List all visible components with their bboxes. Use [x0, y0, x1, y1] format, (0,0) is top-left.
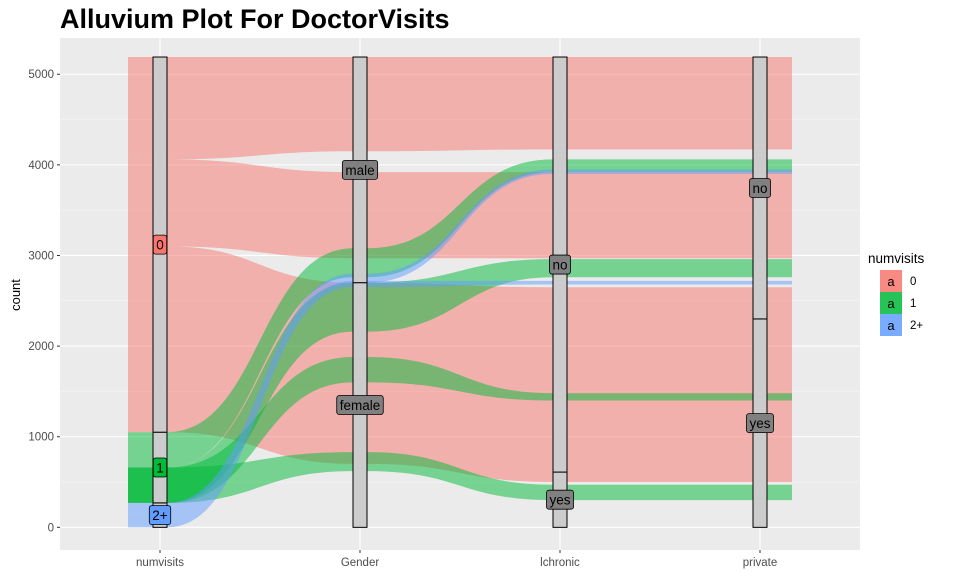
legend-key-glyph: a	[887, 296, 895, 311]
chart-title: Alluvium Plot For DoctorVisits	[60, 4, 450, 34]
stratum-label-lchronic-yes: yes	[546, 489, 574, 510]
stratum-label-box	[148, 505, 172, 526]
stratum-label-box	[746, 413, 774, 434]
stratum-label-box	[749, 178, 771, 198]
x-tick-label-private: private	[743, 557, 778, 569]
y-tick-label: 3000	[28, 250, 54, 262]
y-tick-label: 1000	[28, 432, 54, 444]
stratum-label-private-no: no	[749, 178, 771, 198]
stratum-labels: 2+ 1 0 female male yes no yes no	[148, 159, 774, 526]
stratum-label-box	[549, 254, 571, 275]
x-axis-ticks: numvisits Gender lchronic private	[136, 550, 777, 569]
y-tick-label: 0	[48, 522, 54, 534]
stratum-label-Gender-female: female	[336, 395, 384, 415]
flow-numvisits-1	[128, 159, 792, 468]
stratum-label-box	[546, 489, 574, 510]
y-tick-label: 4000	[28, 160, 54, 172]
flow-numvisits-0	[128, 57, 792, 160]
legend-key-glyph: a	[887, 318, 895, 333]
flow-numvisits-1	[128, 452, 792, 503]
legend-item-2+: a 2+	[880, 314, 923, 336]
flow-numvisits-1	[128, 356, 792, 503]
stratum-label-lchronic-no: no	[549, 254, 571, 275]
stratum-label-box	[152, 234, 168, 255]
stratum-label-Gender-male: male	[341, 159, 379, 180]
stratum-label-numvisits-0: 0	[152, 234, 168, 255]
legend-label: 2+	[910, 320, 923, 332]
y-tick-label: 2000	[28, 341, 54, 353]
stratum-label-numvisits-1: 1	[152, 457, 168, 478]
x-tick-label-lchronic: lchronic	[540, 557, 580, 569]
stratum-label-box	[341, 159, 379, 180]
stratum-label-text: 1	[156, 461, 164, 476]
legend-key	[880, 292, 902, 314]
y-axis-ticks: 0 1000 2000 3000 4000 5000	[28, 69, 60, 534]
legend: numvisits a 0a 1a 2+	[868, 251, 925, 336]
stratum-label-box	[152, 457, 168, 478]
stratum-label-text: 0	[156, 238, 164, 253]
y-tick-label: 5000	[28, 69, 54, 81]
legend-key-glyph: a	[887, 274, 895, 289]
flows	[128, 57, 792, 528]
legend-label: 0	[910, 276, 916, 288]
stratum-label-box	[336, 395, 384, 415]
stratum-label-text: yes	[549, 493, 570, 508]
stratum-label-private-yes: yes	[746, 413, 774, 434]
stratum-label-text: female	[340, 398, 381, 413]
legend-key	[880, 270, 902, 292]
legend-title: numvisits	[868, 251, 925, 266]
stratum-label-text: no	[552, 258, 567, 273]
stratum-label-text: yes	[749, 416, 770, 431]
stratum-label-text: male	[345, 163, 374, 178]
stratum-label-numvisits-2+: 2+	[148, 505, 172, 526]
stratum-label-text: no	[752, 181, 767, 196]
flow-numvisits-2+	[128, 280, 792, 528]
x-tick-label-numvisits: numvisits	[136, 557, 184, 569]
y-axis-title: count	[8, 279, 23, 311]
x-tick-label-Gender: Gender	[341, 557, 380, 569]
stratum-label-text: 2+	[152, 508, 168, 523]
legend-key	[880, 314, 902, 336]
legend-label: 1	[910, 298, 916, 310]
